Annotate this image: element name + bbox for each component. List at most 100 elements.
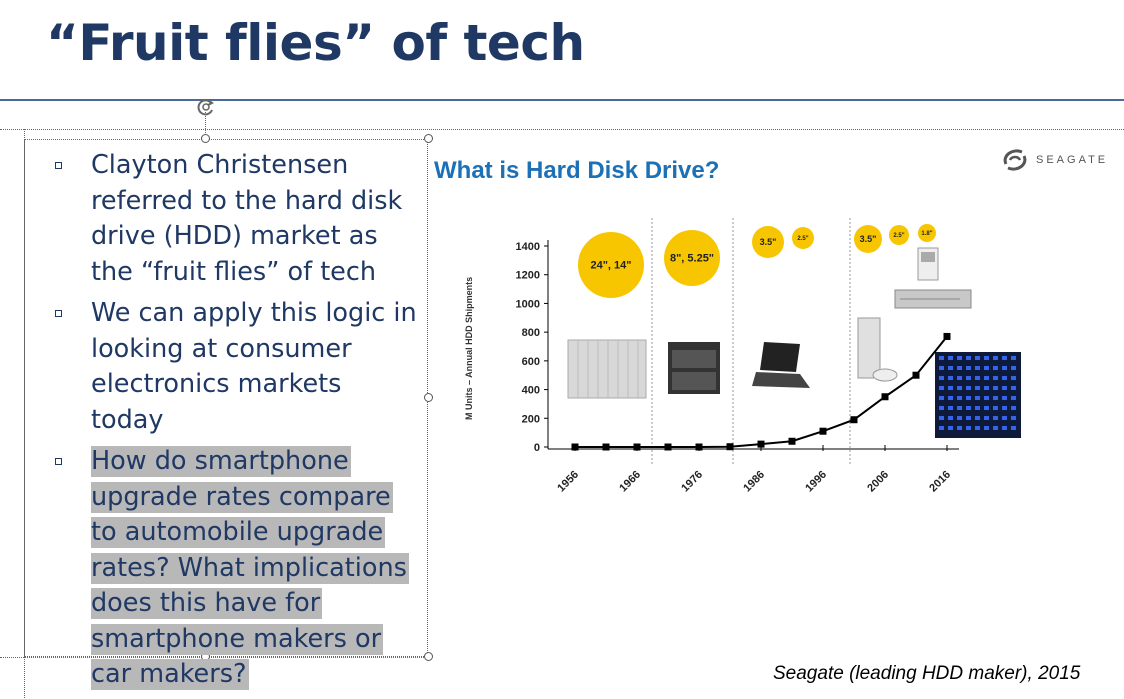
server-light [975,356,980,360]
x-tick-label: 1966 [617,469,643,495]
server-light [966,406,971,410]
slide-title[interactable]: “Fruit flies” of tech [46,14,585,72]
mainframe-drive-icon [567,339,647,399]
shipments-series [571,332,951,451]
server-light [957,396,962,400]
game-console-icon [857,317,898,382]
server-light [1002,356,1007,360]
form-factor-bubbles: 24", 14" 8", 5.25" 3.5" 2.5" 3.5" 2.5" 1.8" [578,224,936,298]
size-bubble-label: 8", 5.25" [670,253,714,265]
resize-handle-top[interactable] [201,134,210,143]
server-light [984,386,989,390]
server-light [966,356,971,360]
data-point [819,427,827,435]
selection-line-top [0,129,1124,130]
size-bubble [889,225,909,245]
size-bubble-label: 24", 14" [590,260,631,272]
server-light [939,396,944,400]
resize-handle-bottom-right[interactable] [424,652,433,661]
selection-line-stem [205,112,206,139]
laptop-icon [752,342,810,388]
data-point [757,440,765,448]
server-light [993,396,998,400]
bullet-item[interactable]: Clayton Christensen referred to the hard… [50,148,420,290]
data-point [633,443,641,451]
server-light [948,396,953,400]
server-light [1011,366,1016,370]
y-tick-label: 800 [522,327,540,339]
server-light [939,416,944,420]
size-bubble [792,227,814,249]
x-tick-label: 1996 [803,469,829,495]
server-light [966,416,971,420]
resize-handle-right[interactable] [424,393,433,402]
server-light [975,406,980,410]
seagate-swirl-icon [1003,149,1027,171]
server-light [939,386,944,390]
bullet-item-selected[interactable]: How do smartphone upgrade rates compare … [50,444,420,693]
square-bullet-icon [55,458,62,465]
server-light [975,396,980,400]
resize-handle-top-right[interactable] [424,134,433,143]
size-bubble [578,232,644,298]
server-light [1011,426,1016,430]
server-light [975,416,980,420]
server-light [948,426,953,430]
data-point [664,443,672,451]
y-tick-label: 1200 [516,270,540,282]
server-light [939,366,944,370]
server-light [993,376,998,380]
server-light [1011,356,1016,360]
x-tick-label: 1986 [741,469,767,495]
mp3-player-icon [917,247,939,281]
server-light [957,376,962,380]
server-light [957,386,962,390]
server-light [984,376,989,380]
server-light [957,416,962,420]
server-light [948,376,953,380]
data-point [726,443,734,451]
bullet-text: Clayton Christensen referred to the hard… [91,150,403,287]
server-light [948,356,953,360]
server-light [984,356,989,360]
server-light [966,376,971,380]
data-point [695,443,703,451]
server-light [984,416,989,420]
server-light [1011,386,1016,390]
server-light [1011,396,1016,400]
y-tick-label: 0 [534,442,540,454]
x-tick-label: 1976 [679,469,705,495]
server-light [966,366,971,370]
y-tick-label: 600 [522,356,540,368]
server-light [1011,416,1016,420]
server-light [975,386,980,390]
size-bubble-label: 1.8" [921,231,932,237]
selected-bullet-text[interactable]: How do smartphone upgrade rates compare … [91,446,409,690]
bullet-list[interactable]: Clayton Christensen referred to the hard… [50,148,420,699]
y-tick-label: 1400 [516,241,540,253]
square-bullet-icon [55,310,62,317]
title-divider [0,99,1124,101]
size-bubble-label: 3.5" [760,237,777,247]
rotate-handle-icon[interactable] [195,96,217,118]
size-bubble [854,225,882,253]
bullet-item[interactable]: We can apply this logic in looking at co… [50,296,420,438]
data-point [602,443,610,451]
data-point [943,332,951,340]
server-light [984,426,989,430]
server-light [957,406,962,410]
server-light [939,406,944,410]
server-light [975,426,980,430]
data-point [788,437,796,445]
server-light [993,386,998,390]
server-light [1011,406,1016,410]
server-light [948,386,953,390]
x-tick-label: 1956 [555,469,581,495]
x-tick-label: 2006 [865,469,891,495]
data-point [571,443,579,451]
y-tick-label: 200 [522,413,540,425]
selection-line-bottom [0,657,428,658]
server-light [1011,376,1016,380]
size-bubble [664,230,720,286]
square-bullet-icon [55,162,62,169]
